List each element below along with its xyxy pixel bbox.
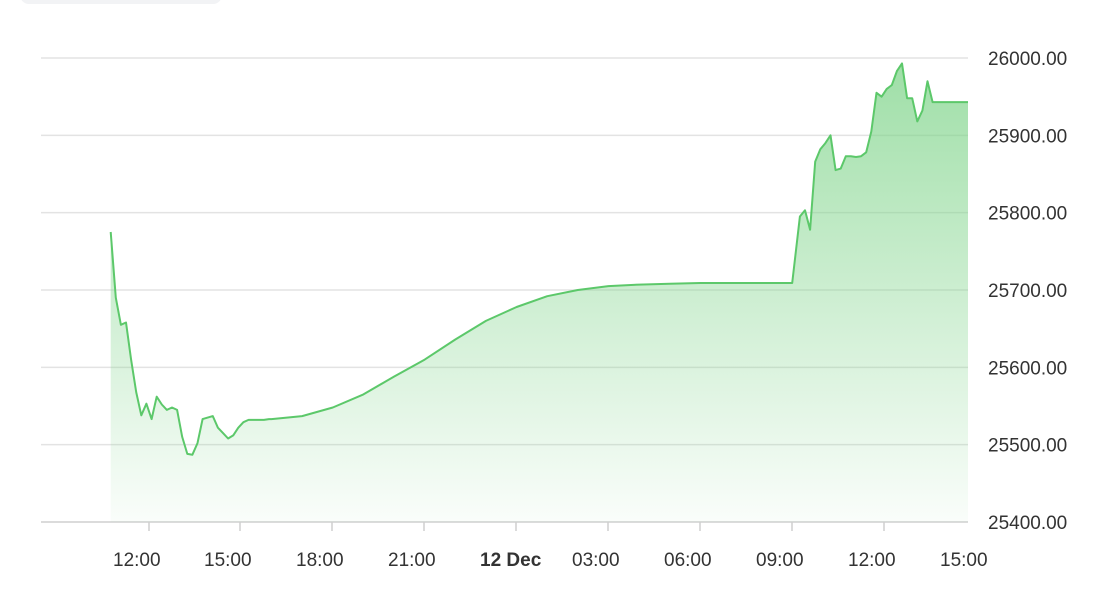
x-tick-label: 03:00 [572,550,620,571]
x-axis: 12:00 15:00 18:00 21:00 12 Dec 03:00 06:00 09:0… [113,522,988,571]
top-tab-strip [20,0,222,4]
y-tick-label: 25700.00 [988,281,1067,302]
x-tick-label: 21:00 [388,550,436,571]
y-tick-label: 25800.00 [988,204,1067,225]
x-tick-label: 15:00 [940,550,988,571]
x-tick-label: 12:00 [113,550,161,571]
x-tick-label: 15:00 [204,550,252,571]
price-area-fill [110,63,968,523]
x-tick-label: 09:00 [756,550,804,571]
y-axis: 25400.00 25500.00 25600.00 25700.00 25800.00… [988,49,1067,534]
y-tick-label: 26000.00 [988,49,1067,70]
x-tick-label: 12 Dec [480,550,542,571]
y-tick-label: 25600.00 [988,358,1067,379]
x-tick-label: 06:00 [664,550,712,571]
x-tick-label: 12:00 [848,550,896,571]
x-tick-label: 18:00 [296,550,344,571]
price-line [109,62,968,456]
y-tick-label: 25400.00 [988,513,1067,534]
y-tick-label: 25900.00 [988,126,1067,147]
y-tick-label: 25500.00 [988,436,1067,457]
